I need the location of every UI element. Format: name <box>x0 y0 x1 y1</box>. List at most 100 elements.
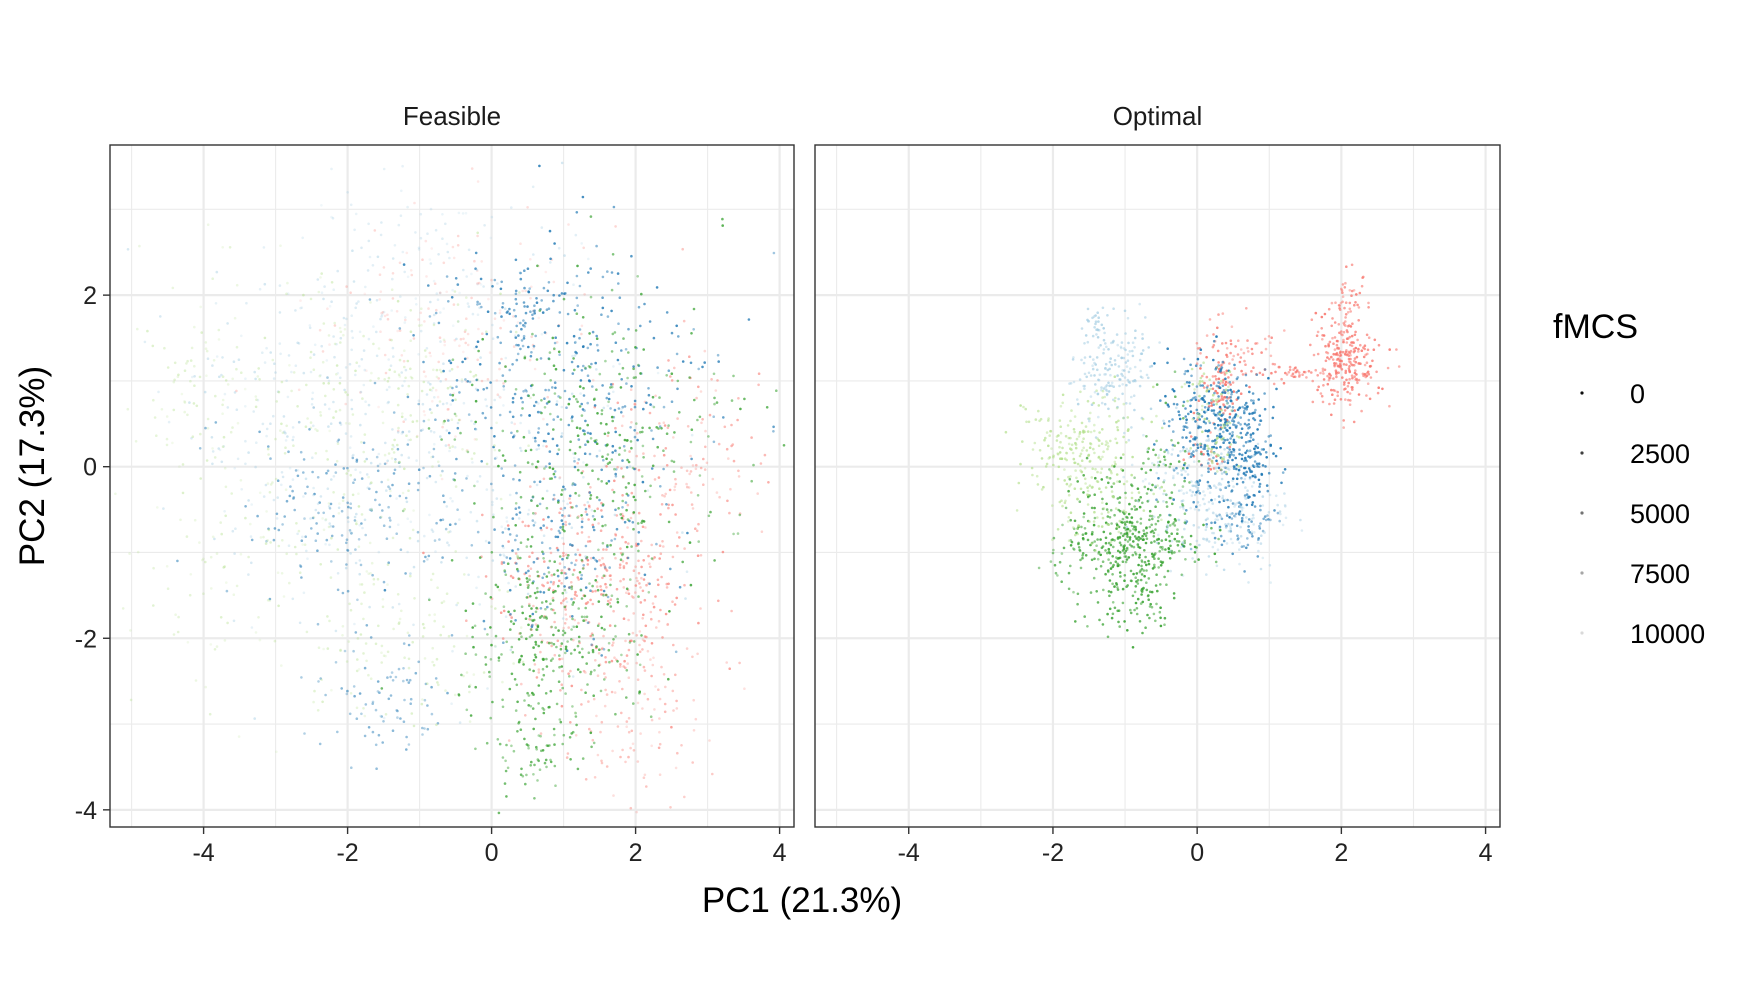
data-point <box>501 531 505 534</box>
data-point <box>454 398 457 402</box>
data-point <box>1357 306 1361 309</box>
data-point <box>229 430 233 434</box>
data-point <box>620 349 623 352</box>
data-point <box>550 641 553 645</box>
data-point <box>1113 465 1116 468</box>
data-point <box>391 606 395 609</box>
data-point <box>1122 547 1126 550</box>
data-point <box>578 651 581 654</box>
data-point <box>1195 436 1198 440</box>
data-point <box>1151 529 1154 533</box>
data-point <box>593 404 597 407</box>
data-point <box>1229 373 1233 377</box>
data-point <box>1249 436 1253 439</box>
data-point <box>355 706 359 710</box>
data-point <box>603 566 607 569</box>
data-point <box>363 433 367 436</box>
data-point <box>297 420 301 424</box>
data-point <box>380 515 383 519</box>
data-point <box>635 576 638 580</box>
data-point <box>231 377 234 381</box>
data-point <box>399 548 403 551</box>
data-point <box>1232 450 1236 453</box>
data-point <box>498 309 502 312</box>
data-point <box>1229 399 1233 402</box>
data-point <box>718 495 721 499</box>
data-point <box>549 580 553 584</box>
data-point <box>1095 567 1098 571</box>
data-point <box>1215 459 1218 463</box>
data-point <box>1239 356 1243 359</box>
data-point <box>213 648 217 651</box>
data-point <box>335 459 339 463</box>
data-point <box>296 474 300 478</box>
data-point <box>1165 500 1168 504</box>
data-point <box>1259 508 1262 512</box>
data-point <box>1217 395 1220 398</box>
data-point <box>532 560 536 564</box>
data-point <box>699 466 703 470</box>
data-point <box>1118 480 1121 483</box>
data-point <box>291 438 295 442</box>
data-point <box>575 426 579 430</box>
data-point <box>630 729 634 733</box>
data-point <box>344 432 348 435</box>
data-point <box>581 195 585 199</box>
data-point <box>700 421 703 425</box>
data-point <box>340 509 344 513</box>
data-point <box>579 392 582 395</box>
data-point <box>338 502 341 505</box>
data-point <box>579 588 583 592</box>
data-point <box>1350 263 1354 267</box>
data-point <box>1365 394 1368 397</box>
data-point <box>485 741 489 745</box>
data-point <box>1123 574 1127 577</box>
data-point <box>412 623 415 627</box>
data-point <box>269 351 273 354</box>
data-point <box>232 593 236 596</box>
data-point <box>587 504 591 508</box>
data-point <box>595 645 598 648</box>
data-point <box>252 410 255 413</box>
data-point <box>743 687 746 690</box>
data-point <box>1076 480 1079 483</box>
data-point <box>1192 417 1196 420</box>
data-point <box>1062 546 1066 550</box>
data-point <box>1154 505 1157 509</box>
data-point <box>332 475 336 478</box>
data-point <box>562 733 566 737</box>
data-point <box>538 616 542 619</box>
data-point <box>579 670 582 674</box>
data-point <box>559 507 563 511</box>
data-point <box>1292 368 1295 372</box>
data-point <box>508 410 512 414</box>
data-point <box>1332 377 1335 380</box>
data-point <box>466 448 469 452</box>
data-point <box>540 399 543 402</box>
data-point <box>553 653 557 657</box>
data-point <box>523 305 526 308</box>
data-point <box>613 479 616 483</box>
data-point <box>536 574 540 578</box>
data-point <box>189 573 193 576</box>
data-point <box>369 379 372 382</box>
data-point <box>610 659 614 663</box>
data-point <box>641 617 644 620</box>
data-point <box>619 665 622 668</box>
data-point <box>1248 495 1251 499</box>
data-point <box>582 429 585 432</box>
data-point <box>391 447 394 451</box>
data-point <box>571 573 575 576</box>
data-point <box>497 395 501 398</box>
data-point <box>610 539 613 542</box>
data-point <box>1267 471 1271 475</box>
data-point <box>673 366 676 370</box>
data-point <box>336 371 340 375</box>
data-point <box>1350 341 1353 344</box>
data-point <box>617 282 620 285</box>
data-point <box>536 625 540 629</box>
data-point <box>330 536 333 540</box>
data-point <box>563 571 566 575</box>
data-point <box>621 552 625 555</box>
